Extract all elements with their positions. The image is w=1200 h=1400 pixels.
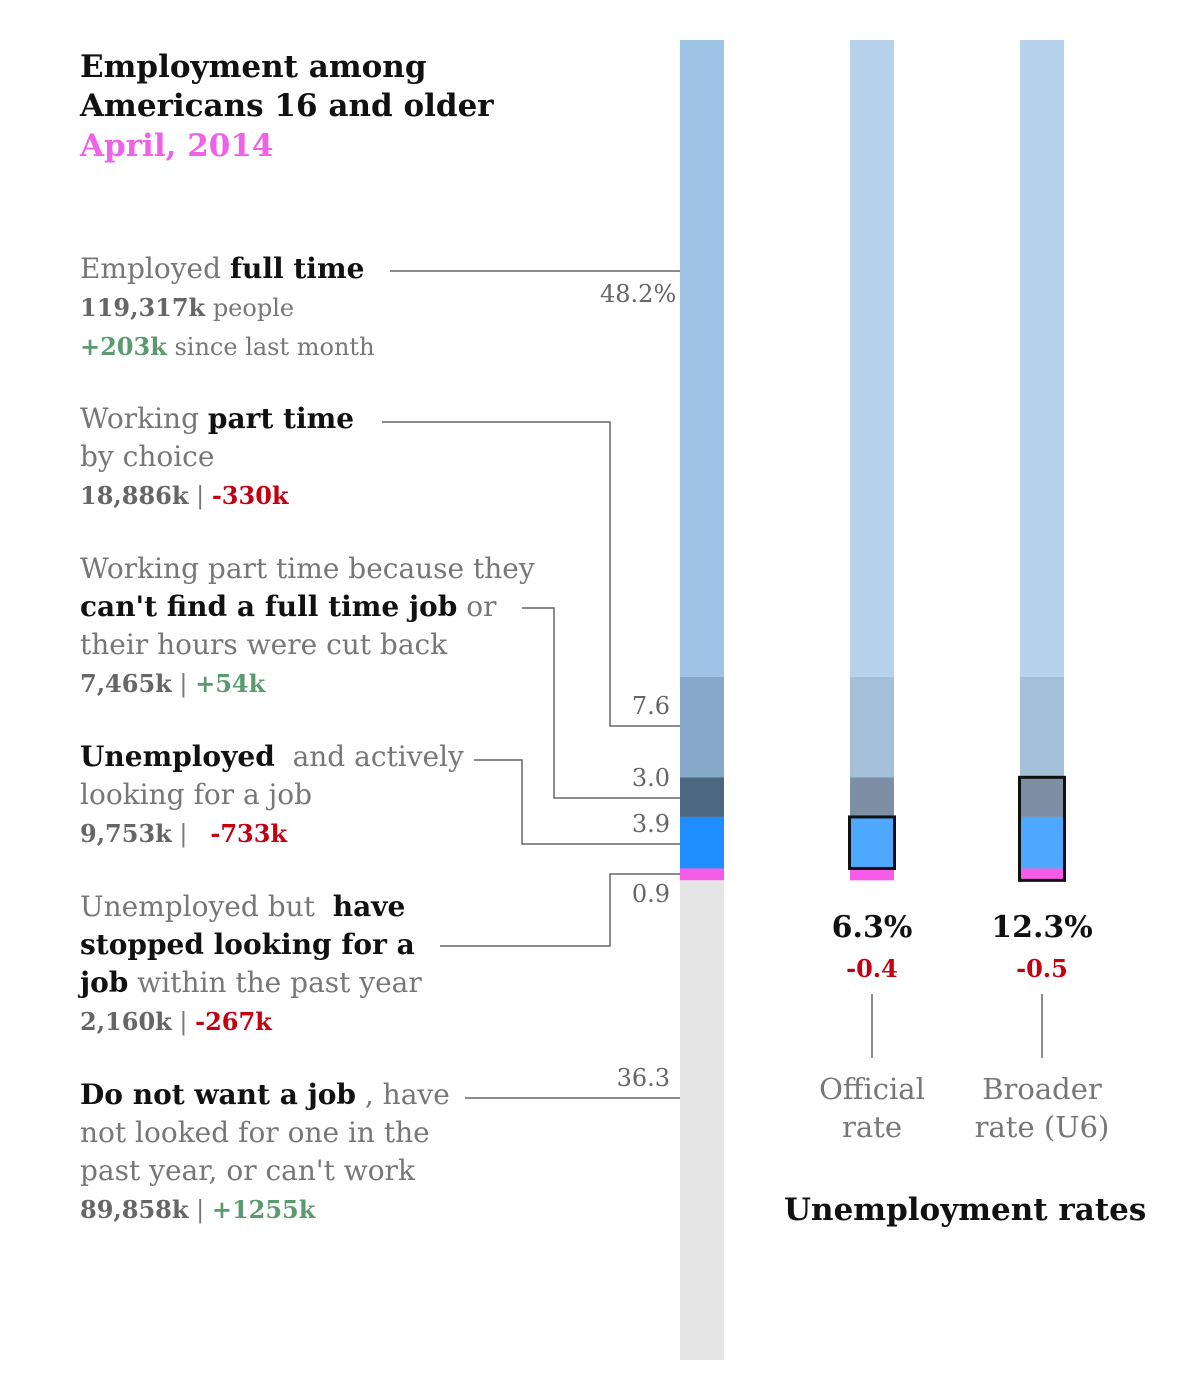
official-rate-change: -0.4 — [846, 954, 898, 983]
official-bar-segment-unemployed — [850, 816, 894, 869]
broader-bar-segment-stopped-looking — [1020, 868, 1064, 881]
chart-title-line-1: Employment among — [80, 49, 427, 85]
bar-segment-full-time — [680, 40, 724, 677]
bar-segment-unemployed — [680, 816, 724, 869]
label-unemployed: Unemployed and actively looking for a jo… — [80, 740, 464, 848]
bar-segment-stopped-looking — [680, 868, 724, 881]
chart-subtitle: April, 2014 — [80, 128, 274, 164]
official-rate-label: Official rate — [819, 1072, 925, 1144]
pct-label-stopped-looking: 0.9 — [631, 880, 670, 908]
chart-title: Employment among Americans 16 and older — [80, 48, 494, 126]
pct-label-part-time-choice: 7.6 — [631, 692, 670, 720]
label-part-time-choice: Working part time by choice 18,886k | -3… — [80, 402, 355, 510]
bar-segment-part-time-choice — [680, 676, 724, 778]
unemployment-rates-title: Unemployment rates — [784, 1192, 1147, 1228]
broader-bar-segment-full-time — [1020, 40, 1064, 677]
official-rate-outline — [848, 815, 896, 870]
stacked-bar-main — [680, 40, 724, 1360]
stacked-bar-official-rate — [848, 40, 896, 881]
bar-segment-not-want-job — [680, 880, 724, 1360]
pct-label-full-time: 48.2% — [600, 280, 677, 308]
broader-bar-segment-part-time-economic — [1020, 777, 1064, 817]
official-bar-segment-stopped-looking — [850, 868, 894, 881]
broader-rate-outline — [1018, 775, 1066, 882]
connector-lines — [382, 270, 1043, 1099]
official-rate-value: 6.3% — [831, 910, 913, 945]
official-bar-segment-full-time — [850, 40, 894, 677]
chart-title-line-2: Americans 16 and older — [80, 88, 494, 124]
pct-label-not-want-job: 36.3 — [616, 1064, 670, 1092]
label-stopped-looking: Unemployed but have stopped looking for … — [80, 890, 422, 1036]
connector-part-time-economic — [522, 607, 680, 799]
pct-label-part-time-economic: 3.0 — [631, 764, 670, 792]
broader-bar-segment-part-time-choice — [1020, 676, 1064, 778]
label-part-time-economic: Working part time because they can't fin… — [80, 552, 535, 698]
broader-rate-label: Broader rate (U6) — [974, 1072, 1110, 1144]
bar-segment-part-time-economic — [680, 777, 724, 817]
broader-rate-value: 12.3% — [991, 910, 1093, 945]
stacked-bar-broader-rate — [1018, 40, 1066, 882]
broader-rate-change: -0.5 — [1016, 954, 1068, 983]
connector-stopped-looking — [440, 873, 680, 947]
official-bar-segment-part-time-choice — [850, 676, 894, 778]
connector-part-time-choice — [382, 421, 680, 727]
label-full-time: Employed full time 119,317k people +203k… — [80, 252, 375, 361]
connector-unemployed — [474, 759, 680, 845]
pct-label-unemployed: 3.9 — [631, 810, 670, 838]
label-not-want-job: Do not want a job , have not looked for … — [80, 1078, 450, 1224]
official-bar-segment-part-time-economic — [850, 777, 894, 817]
broader-bar-segment-unemployed — [1020, 816, 1064, 869]
